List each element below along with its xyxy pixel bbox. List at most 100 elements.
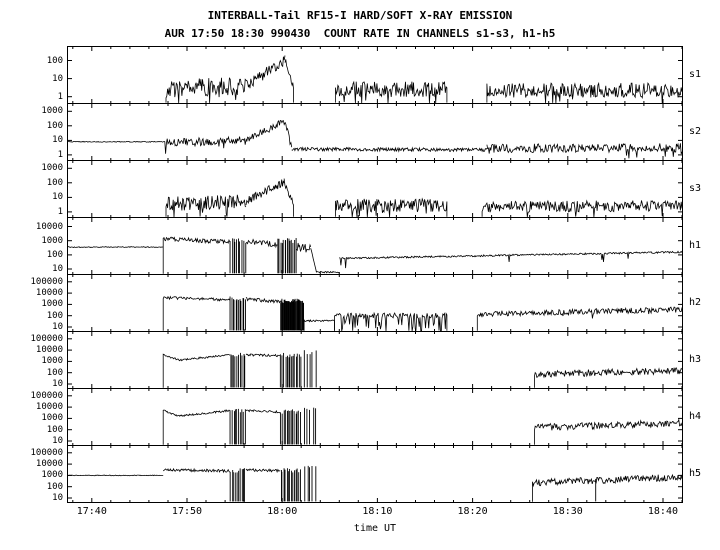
panel-h3 (68, 332, 682, 389)
x-tick-label: 18:30 (552, 506, 583, 517)
y-tick-label: 1000 (41, 235, 63, 246)
y-tick-label: 10 (52, 135, 63, 146)
panel-svg-s3 (68, 161, 682, 217)
trace-segment (296, 242, 312, 253)
y-tick-label: 10000 (35, 402, 63, 413)
y-tick-label: 10000 (35, 288, 63, 299)
trace-segment (335, 80, 448, 103)
x-axis-label: time UT (353, 523, 397, 534)
y-tick-label: 1000 (41, 413, 63, 424)
plot-area (67, 46, 683, 503)
y-tick-label: 100 (46, 424, 63, 435)
trace-segment (165, 77, 247, 103)
trace-segment (310, 248, 317, 273)
panel-s2 (68, 104, 682, 161)
y-tick-label: 10 (52, 436, 63, 447)
trace-segment (162, 295, 231, 331)
trace-segment (245, 353, 281, 358)
trace-segment (335, 197, 448, 217)
panel-svg-h4 (68, 389, 682, 445)
trace-segment (68, 246, 164, 248)
panel-svg-s2 (68, 104, 682, 160)
trace-segment (303, 318, 335, 331)
panel-h4 (68, 389, 682, 446)
y-tick-label: 100000 (30, 333, 63, 344)
trace-segment (245, 179, 285, 206)
panel-svg-h5 (68, 446, 682, 502)
y-tick-label: 100 (46, 249, 63, 260)
trace-segment (334, 311, 448, 331)
y-tick-label: 10000 (35, 345, 63, 356)
trace-segment (68, 140, 164, 143)
y-tick-label: 1000 (41, 299, 63, 310)
y-tick-label: 10000 (35, 221, 63, 232)
channel-label-s3: s3 (689, 183, 702, 194)
trace-segment (486, 142, 682, 159)
y-tick-label: 1000 (41, 470, 63, 481)
panel-h1 (68, 218, 682, 275)
y-tick-label: 1 (57, 149, 63, 160)
x-tick-label: 17:50 (171, 506, 203, 517)
y-tick-label: 10 (52, 264, 63, 275)
trace-segment (533, 367, 682, 388)
y-tick-label: 10000 (35, 459, 63, 470)
trace-segment (476, 306, 682, 331)
figure-subtitle: AUR 17:50 18:30 990430 COUNT RATE IN CHA… (164, 27, 556, 40)
y-tick-label: 100 (46, 177, 63, 188)
y-tick-label: 100 (46, 367, 63, 378)
trace-segment (68, 474, 164, 477)
trace-segment (179, 409, 230, 417)
y-tick-label: 1000 (41, 163, 63, 174)
trace-segment (339, 250, 682, 269)
channel-label-h1: h1 (689, 240, 702, 251)
x-tick-label: 18:00 (267, 506, 298, 517)
panel-svg-h1 (68, 218, 682, 274)
panel-s1 (68, 47, 682, 104)
y-tick-label: 1000 (41, 356, 63, 367)
trace-segment (162, 467, 231, 474)
y-tick-label: 100 (46, 481, 63, 492)
y-tick-label: 10 (52, 322, 63, 333)
trace-segment (284, 59, 295, 103)
trace-segment (162, 236, 231, 274)
channel-label-s1: s1 (689, 69, 702, 80)
panel-s3 (68, 161, 682, 218)
trace-segment (245, 55, 286, 89)
y-tick-label: 10 (52, 493, 63, 504)
x-tick-label: 18:20 (457, 506, 488, 517)
trace-segment (162, 353, 180, 388)
trace-segment (245, 409, 281, 414)
trace-segment (245, 120, 286, 142)
y-tick-label: 10 (52, 73, 63, 84)
y-tick-label: 1 (57, 206, 63, 217)
y-tick-label: 100000 (30, 276, 63, 287)
trace-segment (284, 121, 293, 148)
panel-h5 (68, 446, 682, 502)
channel-label-s2: s2 (689, 126, 702, 137)
y-tick-label: 1000 (41, 106, 63, 117)
channel-label-h2: h2 (689, 297, 702, 308)
trace-segment (245, 297, 281, 304)
figure-title: INTERBALL-Tail RF15-I HARD/SOFT X-RAY EM… (207, 9, 513, 22)
trace-segment (179, 354, 231, 362)
y-tick-label: 100 (46, 120, 63, 131)
panel-svg-h3 (68, 332, 682, 388)
y-tick-label: 1 (57, 91, 63, 102)
y-tick-label: 100 (46, 55, 63, 66)
channel-label-h3: h3 (689, 354, 702, 365)
y-tick-label: 100000 (30, 390, 63, 401)
y-tick-label: 10 (52, 379, 63, 390)
trace-segment (162, 409, 180, 445)
trace-segment (486, 81, 682, 103)
trace-segment (163, 135, 247, 154)
y-tick-label: 100 (46, 310, 63, 321)
trace-segment (532, 473, 682, 502)
trace-segment (245, 467, 281, 473)
panel-svg-h2 (68, 275, 682, 331)
panel-h2 (68, 275, 682, 332)
panel-svg-s1 (68, 47, 682, 103)
trace-segment (283, 178, 295, 217)
trace-segment (481, 199, 682, 217)
y-tick-label: 100000 (30, 447, 63, 458)
